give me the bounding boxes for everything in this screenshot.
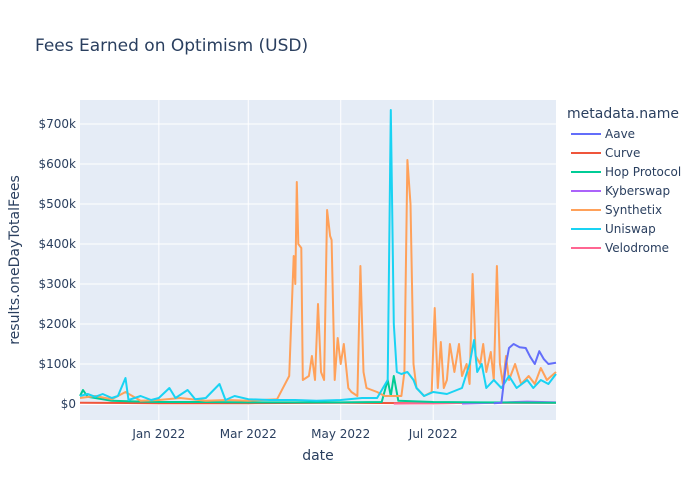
legend-label: Aave: [605, 127, 635, 141]
y-tick-label: $700k: [39, 117, 77, 131]
chart-title: Fees Earned on Optimism (USD): [35, 36, 308, 56]
legend-item-kyberswap[interactable]: Kyberswap: [571, 184, 670, 198]
legend-item-synthetix[interactable]: Synthetix: [571, 203, 662, 217]
y-axis-title: results.oneDayTotalFees: [7, 175, 23, 345]
y-tick-label: $600k: [39, 157, 77, 171]
x-axis-title: date: [302, 448, 334, 464]
series-lines: [79, 109, 557, 405]
x-tick-label: Jan 2022: [131, 427, 185, 441]
legend-label: Velodrome: [605, 241, 669, 255]
y-tick-labels: $0 $100k $200k $300k $400k $500k $600k $700k: [39, 117, 77, 411]
legend-label: Uniswap: [605, 222, 656, 236]
y-tick-label: $100k: [39, 357, 77, 371]
legend-item-aave[interactable]: Aave: [571, 127, 635, 141]
legend-label: Kyberswap: [605, 184, 670, 198]
y-tick-label: $0: [61, 397, 76, 411]
legend-item-curve[interactable]: Curve: [571, 146, 640, 160]
series-line-synthetix[interactable]: [79, 159, 557, 402]
series-line-aave[interactable]: [493, 343, 557, 405]
x-tick-label: Jul 2022: [408, 427, 458, 441]
x-tick-label: Mar 2022: [220, 427, 277, 441]
y-tick-label: $200k: [39, 317, 77, 331]
x-tick-labels: Jan 2022 Mar 2022 May 2022 Jul 2022: [131, 427, 457, 441]
legend-label: Synthetix: [605, 203, 662, 217]
plot-area[interactable]: [80, 100, 556, 420]
legend-item-hop-protocol[interactable]: Hop Protocol: [571, 165, 681, 179]
series-line-uniswap[interactable]: [79, 109, 557, 402]
x-tick-label: May 2022: [311, 427, 370, 441]
legend-title: metadata.name: [567, 106, 679, 122]
legend-label: Hop Protocol: [605, 165, 681, 179]
legend-item-velodrome[interactable]: Velodrome: [571, 241, 669, 255]
legend-item-uniswap[interactable]: Uniswap: [571, 222, 656, 236]
legend-label: Curve: [605, 146, 640, 160]
series-line-hop-protocol[interactable]: [79, 375, 557, 404]
y-tick-label: $500k: [39, 197, 77, 211]
legend: Aave Curve Hop Protocol Kyberswap Synthetix U…: [571, 127, 681, 255]
y-tick-label: $400k: [39, 237, 77, 251]
y-tick-label: $300k: [39, 277, 77, 291]
